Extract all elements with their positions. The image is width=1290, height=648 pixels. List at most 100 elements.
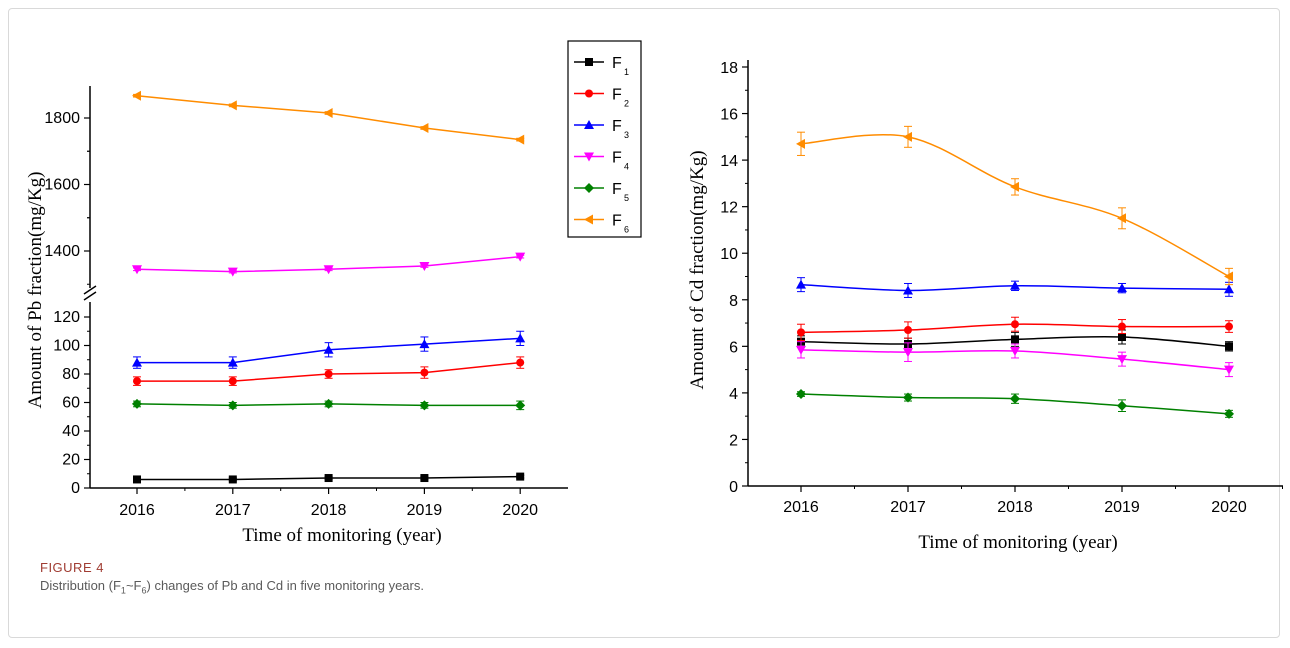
legend-label: F bbox=[612, 150, 622, 167]
data-point-f6 bbox=[227, 100, 237, 111]
pb-y-tick-label: 1400 bbox=[44, 243, 80, 260]
legend-marker bbox=[584, 183, 594, 193]
data-point-f3 bbox=[227, 357, 238, 367]
data-point-f6 bbox=[419, 122, 429, 133]
data-point-f1 bbox=[133, 475, 141, 484]
series-line-f6 bbox=[800, 133, 1230, 278]
data-point-f4 bbox=[1117, 355, 1127, 365]
cd-chart: 0 2 4 6 8 10 12 14 16 18 2016 2017 2018 2019 2020 Time … bbox=[687, 60, 1283, 553]
data-point-f6 bbox=[323, 108, 333, 119]
pb-x-tick-label: 2016 bbox=[119, 502, 155, 519]
cd-y-tick-label: 6 bbox=[729, 339, 738, 356]
data-point-f5 bbox=[796, 389, 806, 400]
data-point-f6 bbox=[132, 90, 141, 101]
data-point-f2 bbox=[324, 370, 333, 378]
data-point-f6 bbox=[903, 131, 912, 142]
legend-label-sub: 4 bbox=[624, 162, 629, 172]
pb-y-tick-label: 60 bbox=[62, 395, 80, 412]
data-point-f3 bbox=[132, 357, 142, 367]
data-point-f2 bbox=[904, 326, 912, 335]
figure-frame bbox=[8, 8, 1280, 638]
legend-marker bbox=[584, 120, 594, 129]
cd-x-tick-label: 2018 bbox=[997, 499, 1033, 516]
legend-label: F bbox=[612, 118, 622, 135]
data-point-f1 bbox=[516, 472, 525, 481]
data-point-f6 bbox=[1117, 213, 1126, 224]
pb-x-tick-label: 2017 bbox=[215, 502, 251, 519]
pb-x-tick-label: 2019 bbox=[407, 502, 443, 519]
data-point-f1 bbox=[324, 474, 333, 483]
legend: F 1F 2F 3F 4F 5F 6 bbox=[567, 40, 642, 238]
data-point-f4 bbox=[132, 265, 142, 275]
legend-label-sub: 2 bbox=[624, 99, 629, 109]
data-point-f3 bbox=[1010, 280, 1020, 290]
data-point-f4 bbox=[419, 261, 430, 271]
data-point-f3 bbox=[1224, 284, 1234, 294]
data-point-f1 bbox=[228, 475, 237, 484]
cd-x-tick-label: 2017 bbox=[890, 499, 926, 516]
cd-y-tick-label: 4 bbox=[729, 386, 738, 403]
data-point-f5 bbox=[515, 400, 526, 411]
data-point-f5 bbox=[1117, 400, 1127, 411]
data-point-f6 bbox=[1224, 271, 1233, 282]
data-point-f4 bbox=[1224, 365, 1234, 375]
caption-part: ~F bbox=[125, 578, 142, 593]
data-point-f5 bbox=[323, 398, 334, 409]
pb-x-tick-label: 2018 bbox=[311, 502, 347, 519]
pb-y-tick-label: 0 bbox=[71, 480, 80, 497]
data-point-f1 bbox=[420, 474, 429, 483]
data-point-f3 bbox=[796, 279, 806, 289]
pb-y-tick-label: 100 bbox=[53, 338, 80, 355]
legend-label-sub: 6 bbox=[624, 225, 629, 235]
legend-box bbox=[567, 40, 642, 238]
figure-caption: FIGURE 4 Distribution (F1~F6) changes of… bbox=[40, 560, 1240, 596]
data-point-f3 bbox=[515, 333, 526, 343]
legend-label-sub: 5 bbox=[624, 193, 629, 203]
legend-label: F bbox=[612, 213, 622, 230]
data-point-f1 bbox=[1118, 333, 1126, 342]
data-point-f2 bbox=[228, 377, 237, 386]
data-point-f3 bbox=[323, 344, 334, 354]
data-point-f4 bbox=[515, 252, 526, 262]
caption-part: ) changes of Pb and Cd in five monitorin… bbox=[146, 578, 424, 593]
data-point-f2 bbox=[797, 328, 805, 337]
figure-label: FIGURE 4 bbox=[40, 560, 104, 575]
data-point-f5 bbox=[419, 400, 430, 411]
cd-y-tick-label: 10 bbox=[720, 246, 738, 263]
legend-label: F bbox=[612, 87, 622, 104]
legend-label-sub: 1 bbox=[624, 67, 629, 77]
cd-y-tick-label: 2 bbox=[729, 432, 738, 449]
cd-y-tick-label: 8 bbox=[729, 293, 738, 310]
cd-x-tick-label: 2019 bbox=[1104, 499, 1140, 516]
cd-y-axis-title: Amount of Cd fraction(mg/Kg) bbox=[687, 150, 708, 389]
legend-label: F bbox=[612, 181, 622, 198]
data-point-f6 bbox=[796, 138, 805, 149]
cd-x-tick-label: 2020 bbox=[1211, 499, 1247, 516]
data-point-f4 bbox=[796, 345, 806, 355]
cd-x-axis-title: Time of monitoring (year) bbox=[918, 532, 1117, 553]
cd-y-tick-label: 12 bbox=[720, 200, 738, 217]
data-point-f1 bbox=[1225, 342, 1233, 351]
data-point-f3 bbox=[419, 339, 430, 349]
pb-y-tick-label: 40 bbox=[62, 423, 80, 440]
data-point-f4 bbox=[903, 348, 913, 358]
data-point-f5 bbox=[227, 400, 238, 411]
data-point-f4 bbox=[1010, 346, 1020, 356]
caption-sub: 1 bbox=[120, 585, 126, 596]
cd-y-tick-label: 18 bbox=[720, 60, 738, 77]
data-point-f4 bbox=[227, 267, 238, 277]
cd-x-tick-label: 2016 bbox=[783, 499, 819, 516]
pb-y-tick-label: 20 bbox=[62, 452, 80, 469]
data-point-f5 bbox=[1010, 393, 1020, 404]
data-point-f3 bbox=[903, 285, 913, 295]
pb-y-axis-title: Amount of Pb fraction(mg/Kg) bbox=[25, 172, 46, 409]
legend-marker bbox=[585, 89, 593, 98]
pb-x-tick-label: 2020 bbox=[502, 502, 538, 519]
